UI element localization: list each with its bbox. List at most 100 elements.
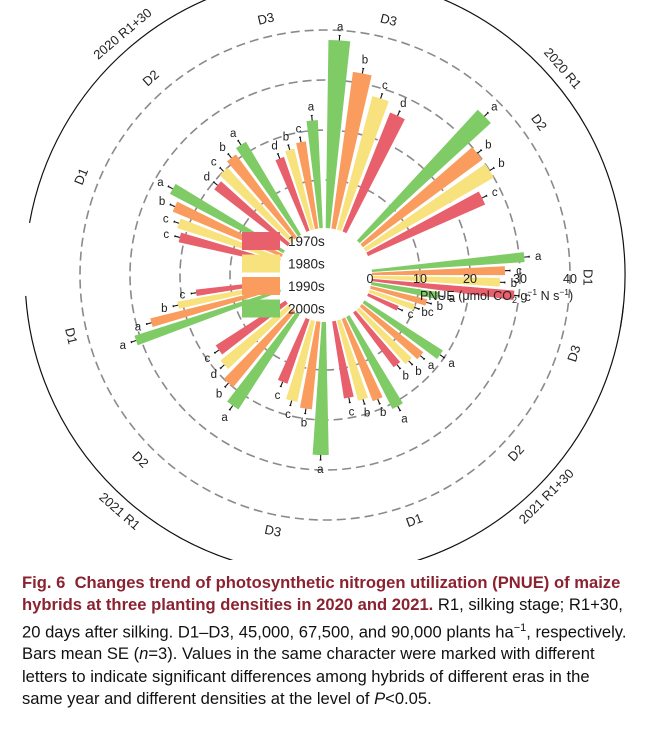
significance-letter: a [221,412,228,424]
bar-2020r1-d1-1990s [371,266,506,276]
error-cap [443,356,446,359]
error-bar [220,364,225,369]
significance-letter: c [163,214,169,226]
error-cap [480,149,483,152]
error-bar [289,400,293,406]
significance-letter: b [362,55,368,67]
caption-text-3: =3). Values in the same character were m… [22,644,595,709]
significance-letter: b [301,418,307,430]
error-cap [228,408,231,411]
error-cap [399,367,402,370]
bar-2021r1-d3-1980s [286,319,315,403]
error-bar [237,140,242,146]
significance-letter: b [161,303,167,315]
caption-sup: −1 [513,621,527,634]
error-bar [348,397,351,403]
error-bar [229,405,234,411]
significance-letter: a [135,321,142,333]
significance-letter: c [296,123,302,135]
bar-2021r130-d2-2000s [362,300,443,359]
error-cap [167,185,170,188]
caption-text-1: R1, silking stage; R1+30, 20 days after … [22,595,623,642]
error-bar [397,405,401,411]
error-cap [485,194,488,197]
significance-letter: b [283,131,289,143]
bar-2021r130-d1-1970s [332,320,354,399]
caption-p: P [374,689,386,709]
error-bar [414,306,420,310]
error-cap [279,385,282,388]
error-cap [276,152,279,155]
error-bar [477,149,482,154]
error-cap [418,307,420,311]
group-arc [28,0,207,224]
significance-letter: c [163,229,169,241]
significance-letter: b [219,142,225,154]
significance-letter: b [403,371,409,383]
significance-letter: c [525,292,531,304]
bar-2020r130-d3-1970s [275,156,310,232]
bar-2020r1-d3-1990s [331,71,372,230]
error-bar [214,349,220,354]
error-cap [430,302,432,305]
bar-2021r130-d3-1990s [369,285,428,306]
bar-2021r130-d3-2000s [370,282,439,300]
error-bar [426,301,432,305]
bar-2020r1-d2-1990s [360,147,483,248]
error-cap [145,322,148,326]
significance-letter: c [275,390,281,402]
grid-ring-40 [79,29,571,521]
group-arc [443,0,626,328]
error-cap [224,385,227,388]
group-arc [25,295,234,560]
significance-letter: a [308,102,315,114]
bar-2020r1-d1-1980s [371,275,500,287]
density-label-d1: D1 [71,166,91,187]
bar-2020r130-d2-2000s [235,141,302,237]
significance-letter: c [492,187,498,199]
error-bar [280,381,284,387]
error-cap [492,166,495,170]
density-label-d1: D1 [62,326,80,346]
significance-letter: c [205,353,211,365]
group-label: 2020 R1 [541,45,585,92]
bar-2021r1-d2-2000s [227,312,300,410]
error-bar [304,408,307,414]
error-cap [219,367,222,370]
error-bar [191,292,197,295]
error-bar [224,382,229,388]
significance-letter: a [449,293,456,305]
significance-letter: b [437,301,443,313]
error-cap [289,404,292,407]
error-bar [481,195,487,199]
error-bar [173,304,179,307]
error-bar [438,295,444,298]
significance-letter: b [485,140,491,152]
error-bar [277,153,281,159]
bar-2021r130-d3-1980s [368,289,416,311]
bar-2020r1-d3-1970s [342,112,405,234]
error-cap [287,144,290,146]
significance-letter: a [317,464,324,476]
significance-letter: b [415,366,421,378]
significance-letter: b [159,196,165,208]
axis-tick-30: 30 [513,272,527,286]
figure-caption: Fig. 6 Changes trend of photosynthetic n… [22,572,634,710]
error-bar [361,68,364,74]
significance-letter: d [271,140,277,152]
bar-2021r1-d3-1990s [299,321,321,410]
grid-ring-30 [129,79,521,471]
error-bar [168,185,173,190]
error-bar [513,294,519,297]
legend-swatch-2000s [242,299,280,318]
bar-2020r1-d1-2000s [371,252,525,272]
group-label: 2021 R1 [96,489,143,533]
error-bar [174,235,180,238]
error-cap [423,357,426,361]
legend-swatch-1970s [242,232,280,250]
figure-title: Changes trend of photosynthetic nitrogen… [22,573,621,615]
bar-2021r130-d1-1980s [336,319,368,401]
significance-letter: a [448,358,455,370]
significance-letter: a [120,340,127,352]
